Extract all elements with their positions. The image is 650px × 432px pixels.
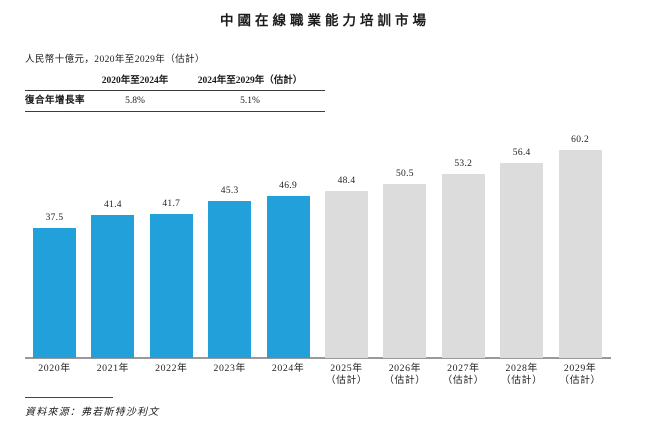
bar-2027: [441, 174, 485, 358]
bar-2026: [383, 184, 427, 358]
bar-2025: [325, 191, 368, 358]
cagr-value-2020-2024: 5.8%: [125, 96, 145, 106]
page-title: 中國在線職業能力培訓市場: [220, 13, 430, 28]
cagr-table-header-row: 2020年至2024年 2024年至2029年（估計）: [25, 66, 325, 91]
bar-2029: [558, 150, 602, 358]
x-label-2025: 2025年 （估計）: [325, 363, 368, 386]
cagr-header-2024-2029: 2024年至2029年（估計）: [197, 76, 303, 86]
source-divider: [25, 397, 113, 398]
bar-value-2029: 60.2: [571, 135, 589, 145]
bar-value-2021: 41.4: [103, 200, 122, 210]
source-note: 資料來源：弗若斯特沙利文: [25, 407, 160, 418]
bar-value-2028: 56.4: [512, 148, 531, 158]
cagr-table: 2020年至2024年 2024年至2029年（估計） 復合年增長率 5.8% …: [25, 66, 325, 112]
chart-unit-subtitle: 人民幣十億元，2020年至2029年（估計）: [25, 55, 205, 65]
bar-2028: [500, 163, 544, 358]
bar-value-2025: 48.4: [337, 176, 356, 186]
x-label-2021: 2021年: [96, 363, 130, 374]
bar-2020: [33, 228, 76, 358]
x-label-2028: 2028年 （估計）: [500, 363, 543, 386]
bar-value-2023: 45.3: [220, 186, 239, 196]
x-label-2022: 2022年: [155, 363, 188, 374]
x-label-2026: 2026年 （估計）: [384, 363, 426, 386]
bar-value-2024: 46.9: [279, 181, 297, 191]
x-label-2020: 2020年: [38, 363, 71, 374]
bar-2024: [266, 196, 310, 358]
bar-value-2027: 53.2: [454, 159, 473, 169]
bar-2022: [149, 214, 193, 358]
x-label-2027: 2027年 （估計）: [442, 363, 485, 386]
cagr-value-2024-2029: 5.1%: [240, 96, 260, 106]
x-axis-line: [25, 357, 611, 359]
x-label-2029: 2029年 （估計）: [559, 363, 601, 386]
bar-value-2022: 41.7: [162, 199, 181, 209]
cagr-header-2020-2024: 2020年至2024年: [101, 76, 169, 86]
bar-2023: [208, 201, 252, 358]
cagr-table-data-row: 復合年增長率 5.8% 5.1%: [25, 91, 325, 112]
bar-value-2020: 37.5: [45, 213, 64, 223]
bar-value-2026: 50.5: [395, 169, 414, 179]
bar-2021: [91, 215, 135, 358]
cagr-row-label: 復合年增長率: [25, 96, 86, 106]
x-label-2023: 2023年: [213, 363, 246, 374]
x-label-2024: 2024年: [271, 363, 305, 374]
